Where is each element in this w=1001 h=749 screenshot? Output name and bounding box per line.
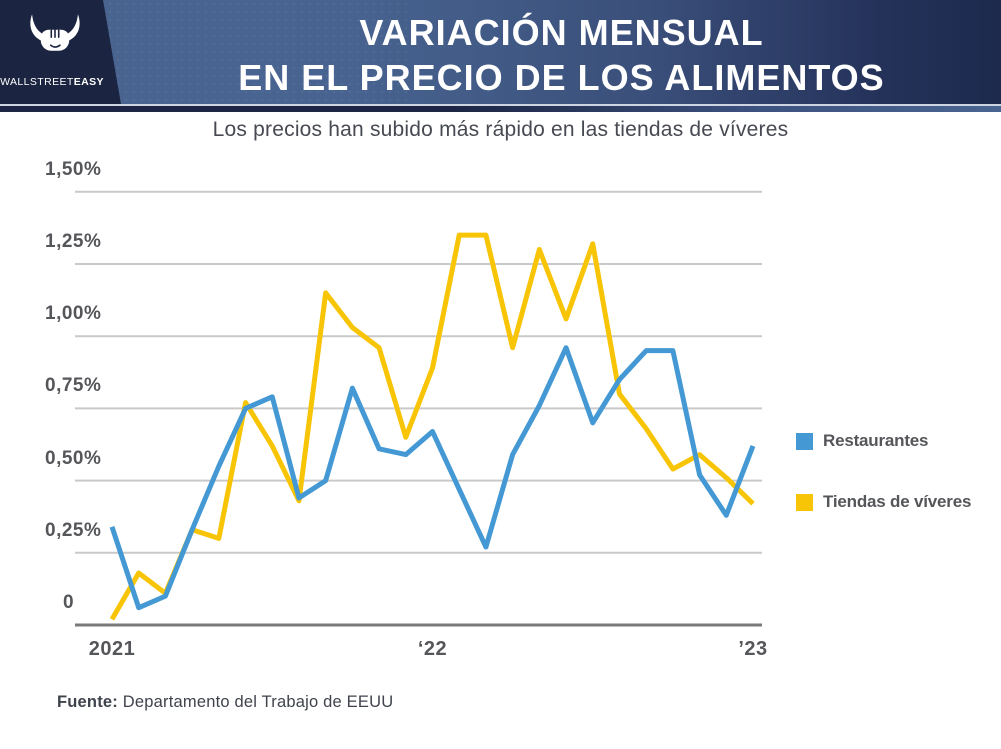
chart-subtitle: Los precios han subido más rápido en las… [212, 118, 789, 141]
brand-logo: WALLSTREETEASY [0, 0, 121, 104]
y-tick-label: 1,25% [45, 231, 102, 252]
legend-swatch-icon [796, 432, 813, 450]
series-line-restaurantes [109, 345, 756, 611]
x-axis-label: ’23 [738, 638, 768, 660]
y-tick-label: 1,00% [45, 303, 102, 325]
header-banner: VARIACIÓN MENSUAL EN EL PRECIO DE LOS AL… [0, 0, 1001, 104]
y-tick-label: 0,50% [45, 447, 102, 469]
source-note: Fuente: Departamento del Trabajo de EEUU [57, 693, 393, 712]
y-tick-label: 0 [63, 592, 75, 613]
x-axis-label: 2021 [88, 638, 136, 660]
legend-item: Tiendas de víveres [796, 492, 971, 512]
chart-legend: Restaurantes Tiendas de víveres [796, 431, 971, 553]
brand-name: WALLSTREETEASY [0, 76, 104, 88]
header-underline [0, 104, 1001, 106]
page-title: VARIACIÓN MENSUAL EN EL PRECIO DE LOS AL… [128, 10, 995, 100]
y-tick-label: 0,75% [45, 375, 102, 397]
brand-name-regular: WALLSTREET [0, 76, 74, 88]
bull-icon [30, 14, 80, 51]
source-label: Fuente: [57, 693, 118, 711]
legend-swatch-icon [796, 493, 813, 511]
series-line-tiendas-de-v-veres [109, 232, 755, 621]
header-accent-bar [0, 106, 1001, 112]
title-line-2: EN EL PRECIO DE LOS ALIMENTOS [238, 57, 885, 98]
brand-name-bold: EASY [73, 76, 104, 88]
legend-item: Restaurantes [796, 431, 971, 451]
x-axis-label: ‘22 [417, 638, 448, 660]
legend-label: Tiendas de víveres [823, 492, 972, 511]
title-line-1: VARIACIÓN MENSUAL [359, 12, 764, 53]
y-tick-label: 0,25% [45, 519, 102, 541]
source-text: Departamento del Trabajo de EEUU [117, 693, 394, 711]
y-tick-label: 1,50% [45, 158, 102, 180]
legend-label: Restaurantes [823, 431, 929, 450]
